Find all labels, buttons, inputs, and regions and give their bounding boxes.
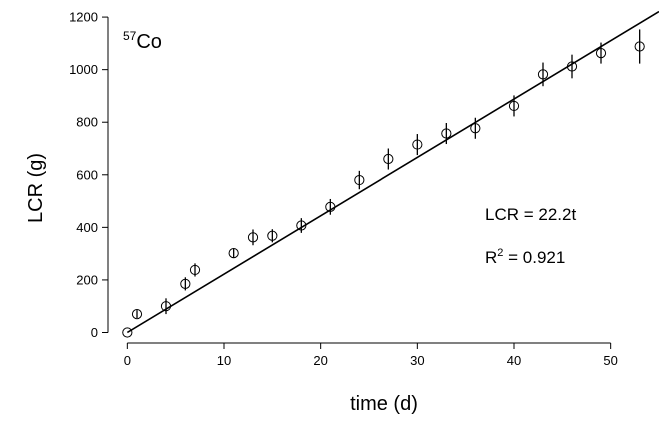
isotope-symbol: Co [136, 31, 162, 53]
data-point [325, 198, 336, 215]
data-point [634, 29, 645, 64]
x-tick-label: 0 [124, 353, 131, 368]
isotope-mass: 57 [123, 29, 137, 43]
isotope-label: 57Co [123, 29, 162, 53]
data-point [470, 117, 481, 139]
data-point [412, 134, 423, 156]
data-point [296, 218, 307, 233]
data-point [180, 277, 191, 291]
point-marker [537, 69, 549, 80]
point-marker [634, 41, 645, 52]
y-tick-label: 800 [76, 115, 98, 130]
y-axis-title: LCR (g) [25, 153, 47, 223]
r-squared-exponent: 2 [497, 247, 503, 259]
point-marker [566, 61, 578, 72]
data-point [383, 148, 394, 170]
data-point [160, 298, 172, 315]
point-marker [189, 264, 201, 276]
point-marker [441, 128, 452, 139]
data-point [566, 54, 578, 79]
data-point [354, 170, 365, 190]
point-marker [296, 220, 307, 231]
data-point [537, 62, 549, 87]
y-tick-label: 1200 [69, 10, 98, 25]
axes: 0 10 20 30 40 50 0 200 400 600 800 1000 1200 [69, 10, 618, 368]
point-marker [508, 100, 520, 112]
point-marker [595, 47, 607, 59]
y-tick-label: 600 [76, 167, 98, 182]
point-marker [160, 301, 172, 312]
point-marker [247, 232, 259, 243]
point-marker [122, 327, 133, 338]
point-marker [325, 201, 336, 212]
data-point [267, 229, 278, 243]
r-squared-label: R2 = 0.921 [485, 247, 565, 267]
point-marker [383, 153, 394, 165]
y-tick-label: 200 [76, 272, 98, 287]
x-tick-label: 20 [313, 353, 327, 368]
fit-line [126, 10, 659, 334]
y-tick-label: 400 [76, 220, 98, 235]
x-axis-title: time (d) [350, 393, 418, 415]
r-squared-symbol: R [485, 248, 497, 267]
point-marker [180, 278, 191, 289]
x-ticks: 0 10 20 30 40 50 [124, 343, 618, 368]
data-point [441, 123, 452, 145]
data-point [247, 229, 259, 246]
data-point [131, 308, 143, 320]
point-marker [267, 230, 278, 241]
x-tick-label: 50 [603, 353, 617, 368]
point-marker [131, 308, 143, 320]
point-marker [354, 174, 365, 186]
point-marker [470, 123, 481, 134]
data-point [508, 95, 520, 117]
r-squared-value: = 0.921 [503, 248, 565, 267]
point-marker [228, 248, 239, 259]
fit-equation-label: LCR = 22.2t [485, 205, 576, 224]
x-tick-label: 30 [410, 353, 424, 368]
data-points [122, 29, 645, 338]
y-ticks: 0 200 400 600 800 1000 1200 [69, 10, 108, 340]
y-tick-label: 0 [91, 325, 98, 340]
data-point [595, 42, 607, 64]
x-tick-label: 40 [507, 353, 521, 368]
point-marker [412, 139, 423, 150]
data-point [228, 248, 239, 259]
data-point [122, 327, 133, 338]
x-tick-label: 10 [217, 353, 231, 368]
y-tick-label: 1000 [69, 62, 98, 77]
data-point [189, 263, 201, 277]
